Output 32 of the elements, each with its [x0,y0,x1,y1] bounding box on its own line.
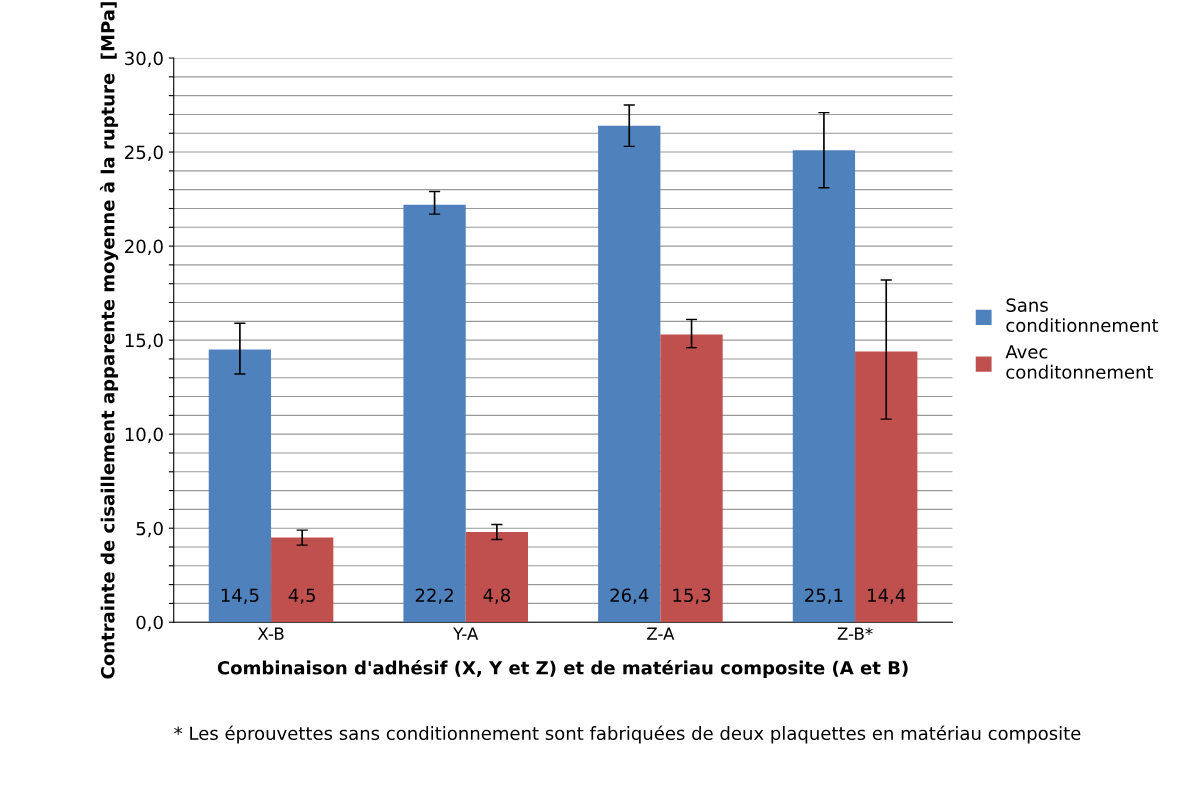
bar [792,150,856,623]
bar [271,537,334,623]
x-tick-label: Y-A [453,627,479,640]
data-label: 15,3 [673,588,711,604]
y-axis-title: Contrainte de cisaillement apparente moyenne à la rupture [MPa] [99,2,119,679]
bar [855,351,918,623]
y-tick-label: 0,0 [136,615,163,632]
data-label: 4,5 [288,588,315,604]
data-label: 4,8 [483,588,510,604]
legend-label: Sans conditionnement [1006,298,1159,333]
y-tick-label: 10,0 [125,427,163,444]
data-label: 14,4 [868,588,906,604]
y-tick-label: 20,0 [125,239,163,256]
bar [465,531,529,623]
data-label: 22,2 [415,588,453,604]
text: * Les éprouvettes sans conditionnement sont fabriquées de deux plaquettes en matériau composite [174,725,1081,744]
legend-label: Avec conditonnement [1005,345,1154,379]
bar [403,204,466,623]
bar [598,125,661,623]
y-tick-label: 15,0 [125,333,163,350]
data-label: 14,5 [221,588,259,604]
x-tick-label: Z-A [647,627,675,640]
data-label: 26,4 [610,588,649,604]
bar [660,334,723,623]
x-axis-title: Combinaison d'adhésif (X, Y et Z) et de matériau composite (A et B) [217,659,908,679]
data-label: 25,1 [805,588,843,604]
x-tick-label: Z-B* [837,627,873,640]
x-tick-label: X-B [257,627,284,640]
bar [208,349,272,623]
y-tick-label: 30,0 [125,51,163,67]
y-tick-label: 5,0 [136,521,163,538]
y-tick-label: 25,0 [125,145,163,162]
